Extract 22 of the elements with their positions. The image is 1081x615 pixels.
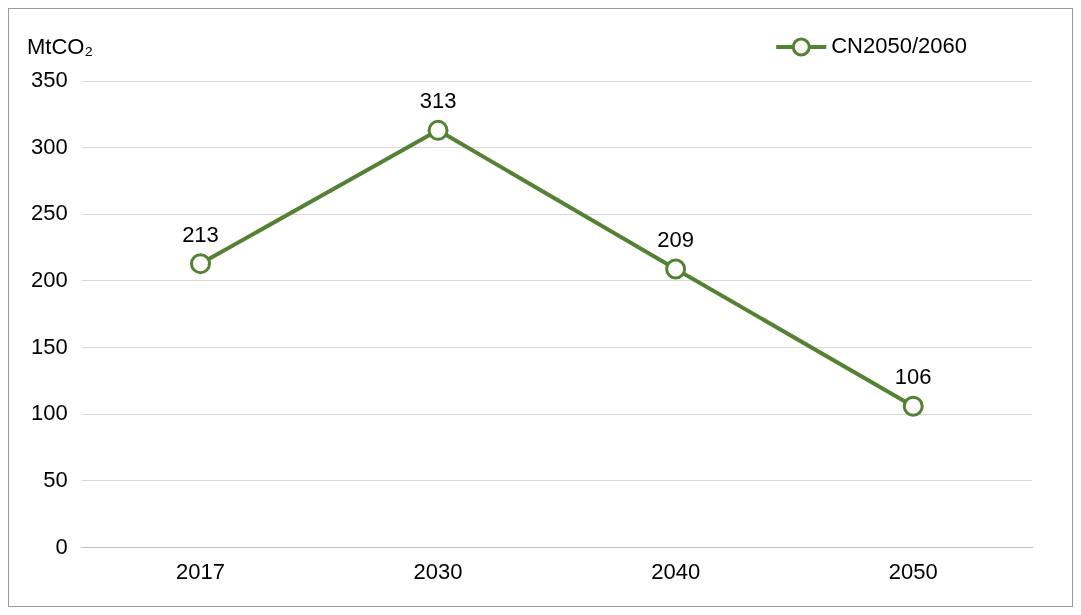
x-tick-label: 2017 bbox=[176, 558, 225, 584]
x-tick-label: 2030 bbox=[413, 558, 463, 584]
y-tick-label: 250 bbox=[30, 200, 68, 226]
y-tick-label: 350 bbox=[30, 67, 68, 93]
y-tick-label: 0 bbox=[55, 533, 68, 559]
data-label: 213 bbox=[182, 221, 219, 247]
point bbox=[902, 395, 924, 417]
y-tick-label: 50 bbox=[43, 467, 68, 493]
point bbox=[189, 253, 211, 275]
data-label: 209 bbox=[657, 226, 694, 252]
legend-label: CN2050/2060 bbox=[831, 33, 968, 59]
y-tick-label: 100 bbox=[30, 400, 68, 426]
point bbox=[427, 119, 449, 141]
y-tick-label: 300 bbox=[30, 133, 68, 159]
data-label: 313 bbox=[419, 88, 457, 114]
x-tick-label: 2040 bbox=[651, 558, 701, 584]
y-tick-label: 200 bbox=[30, 267, 68, 293]
y-axis-title: MtCO₂ bbox=[27, 34, 93, 59]
point bbox=[665, 258, 687, 280]
data-label: 106 bbox=[894, 364, 932, 390]
x-tick-label: 2050 bbox=[888, 558, 938, 584]
y-tick-label: 150 bbox=[30, 333, 68, 359]
